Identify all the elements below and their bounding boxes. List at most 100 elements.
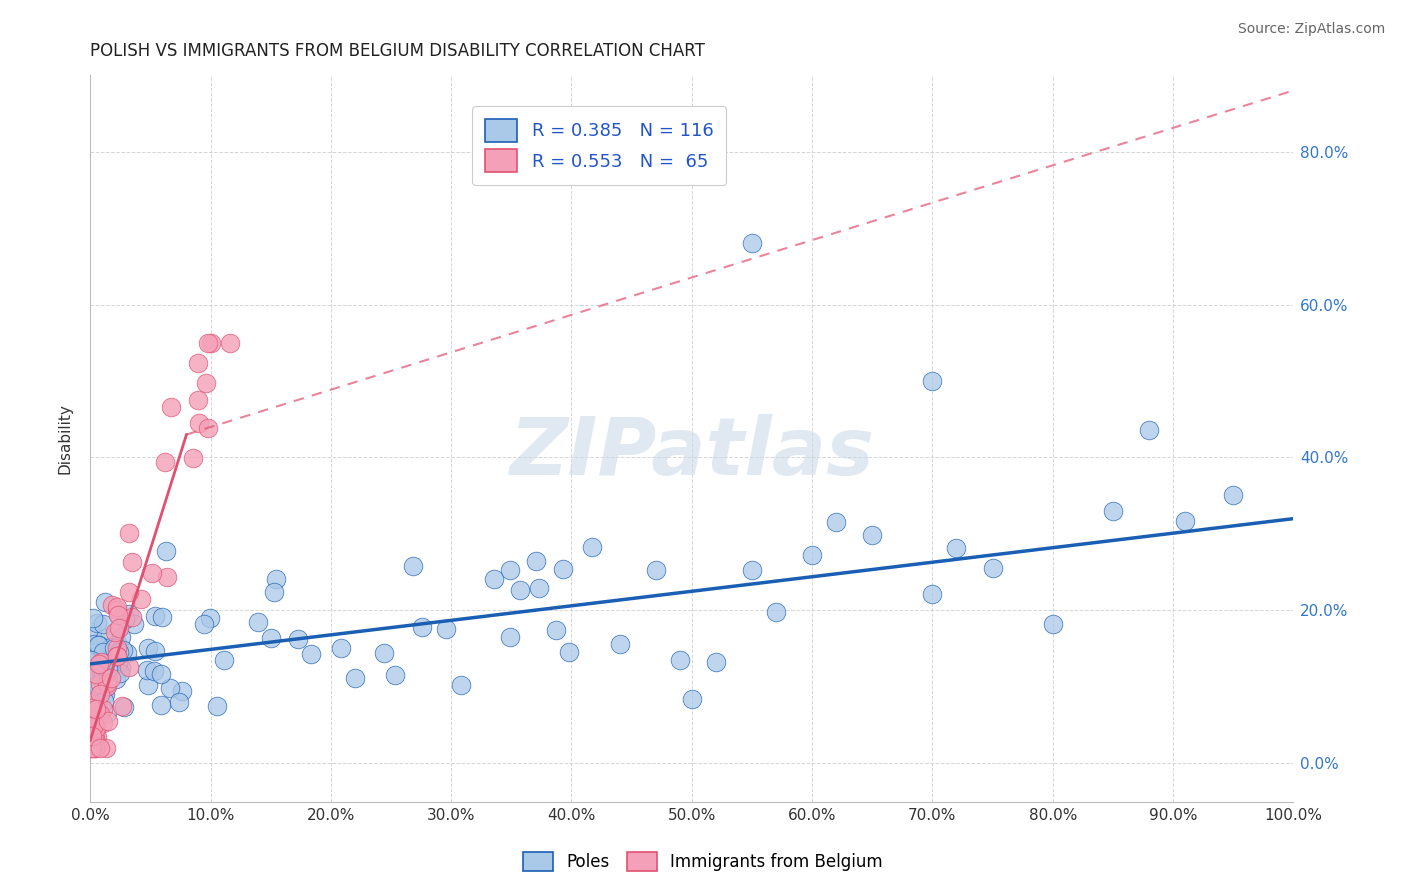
Point [181, 450, 204, 465]
Point [90, 661, 112, 675]
Point [205, 699, 228, 714]
Point [260, 632, 283, 646]
Point [89, 687, 111, 701]
Point [187, 392, 209, 407]
Point [143, 609, 166, 624]
Point [89, 657, 111, 671]
Point [1222, 488, 1244, 502]
Point [101, 651, 124, 665]
Point [91, 617, 114, 632]
Point [741, 236, 763, 251]
Point [741, 563, 763, 577]
Point [90, 664, 112, 678]
Point [94, 671, 117, 685]
Point [436, 622, 458, 636]
Point [704, 655, 727, 669]
Text: POLISH VS IMMIGRANTS FROM BELGIUM DISABILITY CORRELATION CHART: POLISH VS IMMIGRANTS FROM BELGIUM DISABI… [90, 42, 706, 60]
Point [111, 698, 134, 713]
Point [108, 645, 131, 659]
Point [114, 612, 136, 626]
Point [609, 636, 631, 650]
Point [110, 661, 132, 675]
Point [411, 620, 433, 634]
Point [90, 657, 112, 672]
Point [86, 731, 108, 745]
Point [149, 698, 172, 712]
Point [108, 665, 131, 680]
Point [921, 374, 943, 388]
Point [101, 598, 124, 612]
Point [527, 582, 550, 596]
Y-axis label: Disability: Disability [58, 403, 72, 474]
Point [921, 587, 943, 601]
Point [86, 615, 108, 630]
Point [84, 702, 107, 716]
Point [1102, 504, 1125, 518]
Point [194, 376, 217, 390]
Point [80, 700, 103, 714]
Point [83, 741, 105, 756]
Point [84, 738, 107, 752]
Point [765, 605, 787, 619]
Point [509, 582, 531, 597]
Point [143, 665, 166, 679]
Point [80, 704, 103, 718]
Point [402, 558, 425, 573]
Point [187, 416, 209, 430]
Point [86, 739, 108, 753]
Point [551, 562, 574, 576]
Point [544, 623, 567, 637]
Point [200, 611, 222, 625]
Point [499, 630, 522, 644]
Point [96, 657, 118, 672]
Point [681, 691, 703, 706]
Point [96, 679, 118, 693]
Point [193, 617, 215, 632]
Point [90, 655, 112, 669]
Point [482, 572, 505, 586]
Point [96, 680, 118, 694]
Point [80, 718, 103, 732]
Point [197, 420, 219, 434]
Text: Source: ZipAtlas.com: Source: ZipAtlas.com [1237, 22, 1385, 37]
Point [90, 665, 112, 680]
Point [91, 702, 114, 716]
Point [143, 644, 166, 658]
Point [644, 563, 666, 577]
Point [581, 540, 603, 554]
Point [105, 672, 128, 686]
Point [82, 741, 104, 756]
Point [94, 741, 117, 756]
Point [111, 643, 134, 657]
Point [97, 660, 120, 674]
Point [159, 681, 181, 695]
Point [83, 637, 105, 651]
Point [103, 640, 125, 655]
Point [524, 554, 547, 568]
Point [80, 624, 103, 639]
Point [105, 603, 128, 617]
Point [84, 645, 107, 659]
Point [105, 641, 128, 656]
Point [84, 731, 107, 745]
Point [107, 621, 129, 635]
Point [96, 706, 118, 720]
Point [450, 678, 472, 692]
Point [150, 667, 173, 681]
Point [343, 671, 366, 685]
Point [118, 660, 141, 674]
Point [86, 721, 108, 735]
Point [373, 646, 395, 660]
Point [80, 729, 103, 743]
Point [100, 640, 122, 654]
Point [1174, 514, 1197, 528]
Point [91, 716, 114, 731]
Point [129, 592, 152, 607]
Point [104, 625, 127, 640]
Point [100, 671, 122, 685]
Point [825, 515, 848, 529]
Point [801, 549, 824, 563]
Point [80, 681, 103, 695]
Point [84, 680, 107, 694]
Point [167, 694, 190, 708]
